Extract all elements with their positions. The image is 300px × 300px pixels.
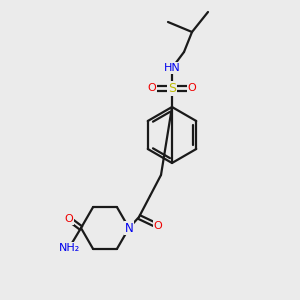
Text: N: N (124, 221, 134, 235)
Text: O: O (188, 83, 196, 93)
Text: O: O (64, 214, 74, 224)
Text: O: O (154, 221, 162, 231)
Text: HN: HN (164, 63, 180, 73)
Text: O: O (148, 83, 156, 93)
Text: NH₂: NH₂ (58, 243, 80, 253)
Text: S: S (168, 82, 176, 94)
